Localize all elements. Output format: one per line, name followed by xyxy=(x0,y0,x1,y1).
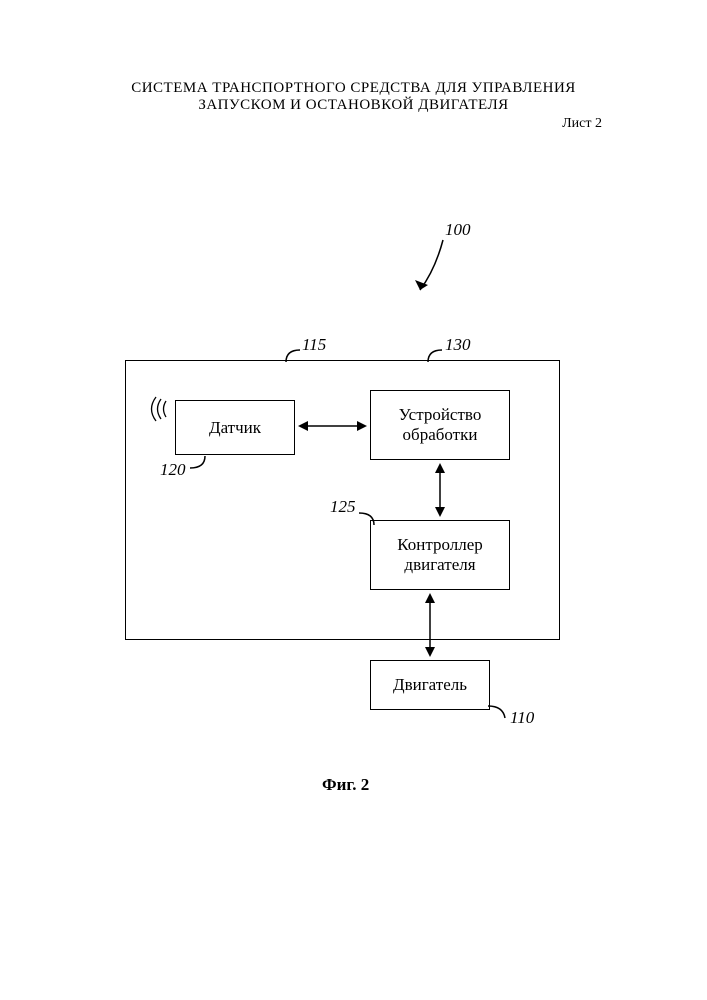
arrow-controller-engine xyxy=(420,590,440,660)
controller-line2: двигателя xyxy=(404,555,475,575)
ref-115-label: 115 xyxy=(302,335,326,355)
processor-line1: Устройство xyxy=(399,405,482,425)
sensor-box: Датчик xyxy=(175,400,295,455)
controller-line1: Контроллер xyxy=(397,535,483,555)
hook-115 xyxy=(278,342,303,367)
arrow-100 xyxy=(395,235,455,305)
hook-110 xyxy=(485,700,510,725)
arrow-sensor-processor xyxy=(295,416,370,436)
engine-box: Двигатель xyxy=(370,660,490,710)
figure-caption: Фиг. 2 xyxy=(322,775,369,795)
controller-box: Контроллер двигателя xyxy=(370,520,510,590)
sensor-label: Датчик xyxy=(209,418,261,438)
processor-line2: обработки xyxy=(403,425,478,445)
ref-130-label: 130 xyxy=(445,335,471,355)
arrow-processor-controller xyxy=(430,460,450,520)
ref-120-label: 120 xyxy=(160,460,186,480)
processor-box: Устройство обработки xyxy=(370,390,510,460)
ref-110-label: 110 xyxy=(510,708,534,728)
engine-label: Двигатель xyxy=(393,675,467,695)
hook-130 xyxy=(420,342,445,367)
hook-120 xyxy=(187,450,212,475)
diagram: 100 115 130 Датчик 120 Устройство обрабо… xyxy=(0,0,707,1000)
signal-waves-icon xyxy=(148,395,176,423)
ref-125-label: 125 xyxy=(330,497,356,517)
